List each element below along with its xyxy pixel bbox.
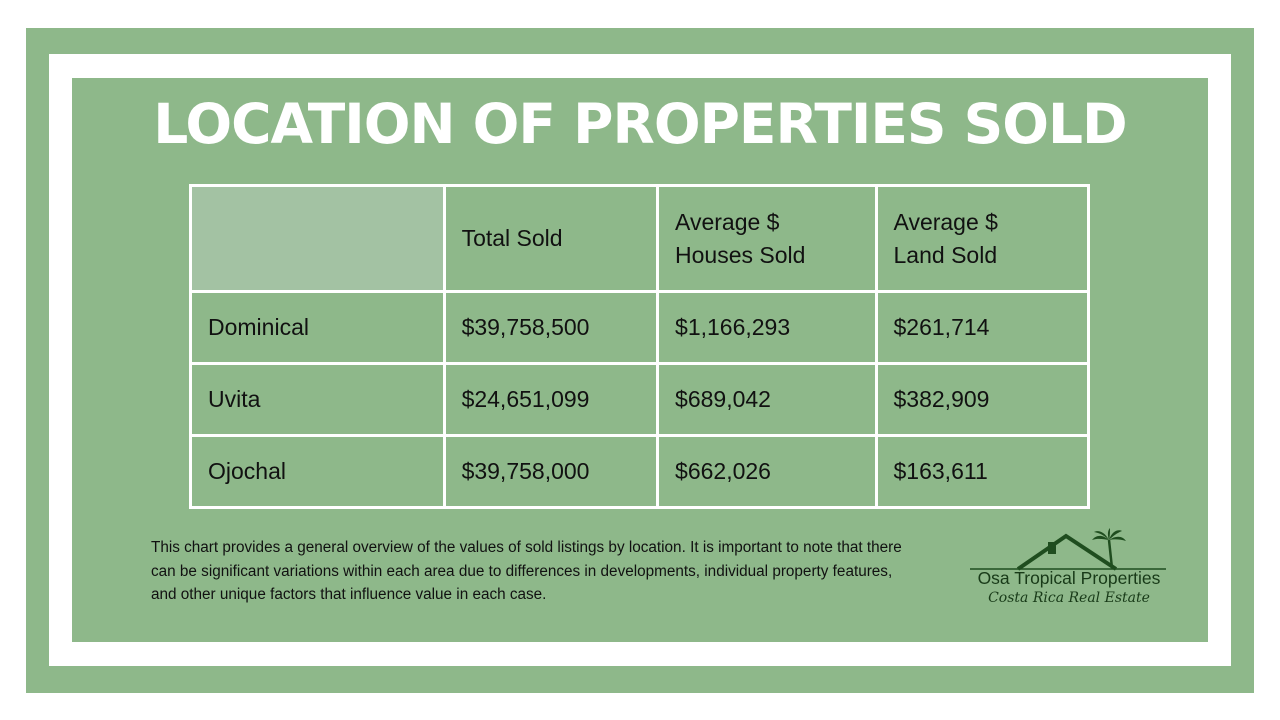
properties-table: Total Sold Average $ Houses Sold Average… [189,184,1091,509]
cell-avg-houses: $1,166,293 [656,290,878,365]
company-logo: Osa Tropical Properties Costa Rica Real … [966,528,1172,612]
cell-total-sold: $39,758,500 [442,290,660,365]
cell-avg-houses: $689,042 [656,362,878,437]
corner-cell [189,184,446,293]
page-title: LOCATION OF PROPERTIES SOLD [153,92,1127,156]
row-location: Ojochal [189,434,446,509]
column-header-avg-land: Average $ Land Sold [874,184,1091,293]
cell-total-sold: $39,758,000 [442,434,660,509]
table-row: Uvita $24,651,099 $689,042 $382,909 [189,362,1091,437]
table-header-row: Total Sold Average $ Houses Sold Average… [189,184,1091,293]
logo-name: Osa Tropical Properties [977,568,1161,588]
cell-avg-land: $261,714 [874,290,1091,365]
column-header-total-sold: Total Sold [442,184,660,293]
house-palm-icon [970,528,1166,571]
table-row: Dominical $39,758,500 $1,166,293 $261,71… [189,290,1091,365]
cell-total-sold: $24,651,099 [442,362,660,437]
row-location: Dominical [189,290,446,365]
column-header-avg-houses: Average $ Houses Sold [656,184,878,293]
footnote-text: This chart provides a general overview o… [151,539,902,603]
row-location: Uvita [189,362,446,437]
logo-tagline: Costa Rica Real Estate [988,590,1150,606]
cell-avg-land: $382,909 [874,362,1091,437]
cell-avg-land: $163,611 [874,434,1091,509]
cell-avg-houses: $662,026 [656,434,878,509]
table-row: Ojochal $39,758,000 $662,026 $163,611 [189,434,1091,509]
